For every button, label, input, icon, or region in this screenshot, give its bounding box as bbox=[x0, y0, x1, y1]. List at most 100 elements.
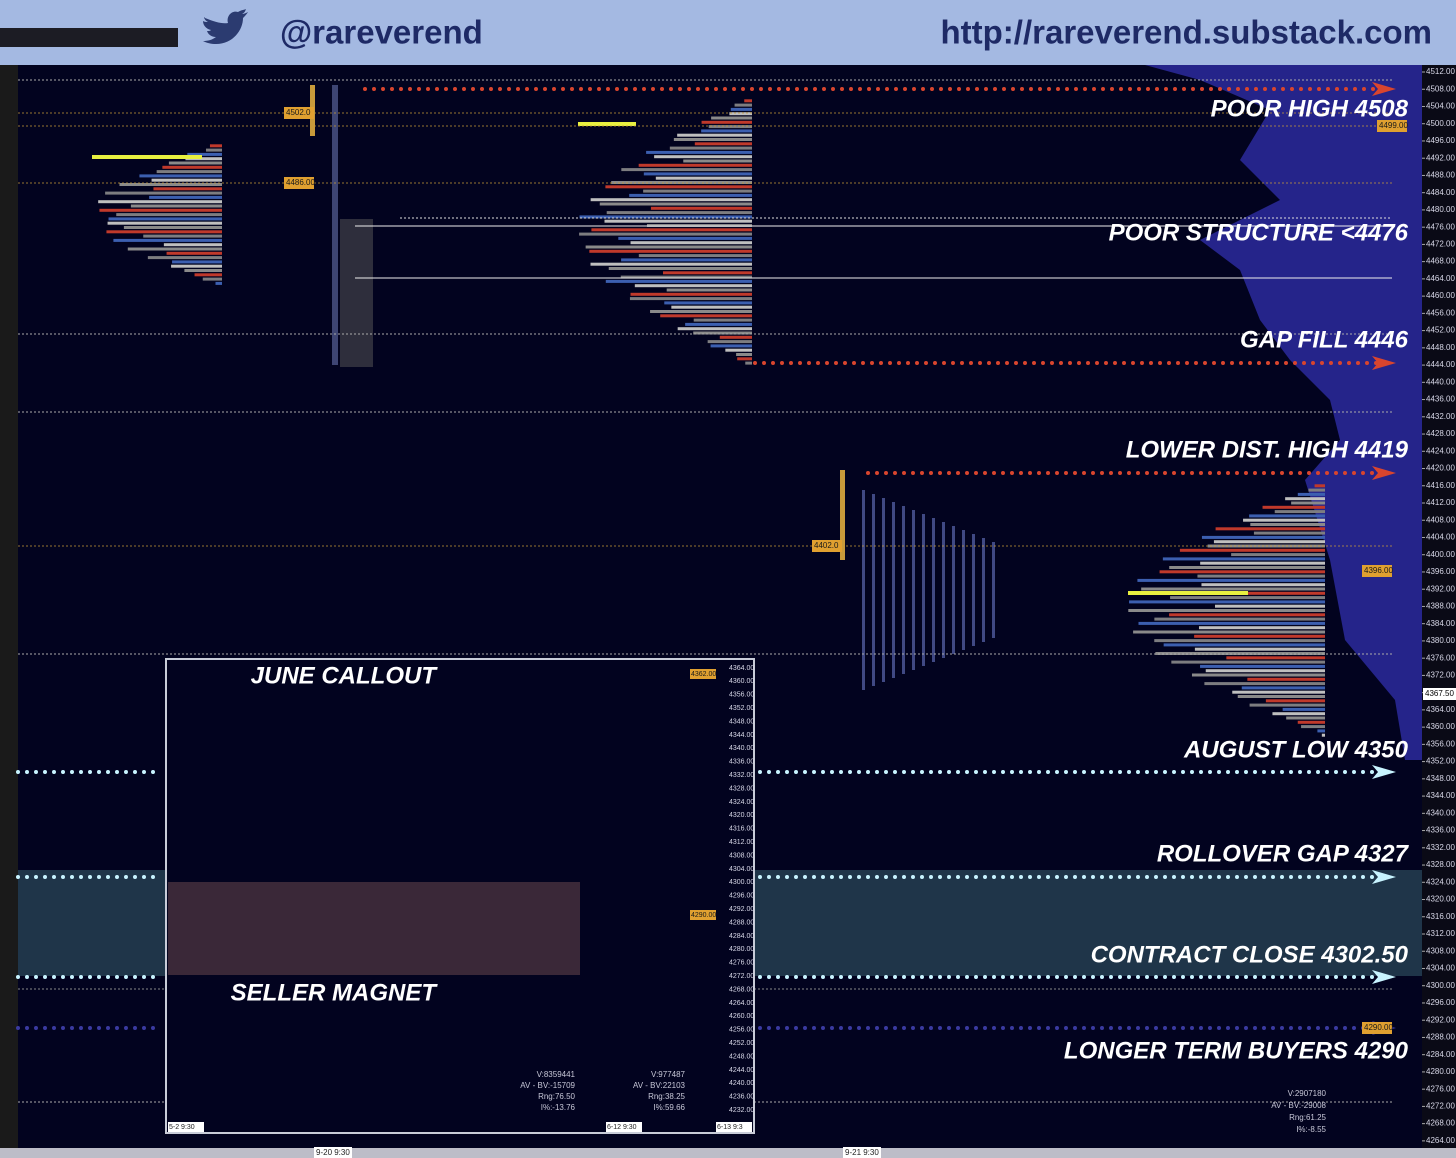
profile-bar bbox=[1215, 527, 1325, 531]
axis-label: 4400.00 bbox=[1426, 550, 1455, 559]
annotation: LOWER DIST. HIGH 4419 bbox=[1126, 436, 1409, 463]
time-axis bbox=[0, 1148, 1456, 1158]
profile-bar bbox=[99, 208, 222, 212]
date-box bbox=[843, 1147, 881, 1158]
stat: Rng:38.25 bbox=[648, 1092, 685, 1101]
axis-label: 4404.00 bbox=[1426, 533, 1455, 542]
profile-bar bbox=[1232, 690, 1325, 694]
profile-bar bbox=[621, 258, 752, 262]
profile-bar bbox=[591, 228, 752, 232]
arrow-head bbox=[1372, 765, 1396, 779]
profile-bar bbox=[105, 191, 222, 195]
profile-bar bbox=[737, 357, 752, 361]
profile-bar bbox=[664, 301, 752, 305]
price-tag-label: 4486.00 bbox=[286, 178, 315, 187]
profile-bar bbox=[166, 251, 222, 255]
profile-bar bbox=[1197, 574, 1325, 578]
profile-bar bbox=[156, 170, 222, 174]
last-price-box bbox=[1423, 688, 1456, 700]
callout-axis-label: 4264.00 bbox=[729, 1000, 754, 1007]
price-tag-label: 4396.00 bbox=[1364, 566, 1393, 575]
stat: Rng:61.25 bbox=[1289, 1113, 1326, 1122]
annotation: AUGUST LOW 4350 bbox=[1183, 736, 1409, 763]
profile-bar bbox=[1297, 492, 1325, 496]
axis-label: 4376.00 bbox=[1426, 653, 1455, 662]
axis-label: 4356.00 bbox=[1426, 739, 1455, 748]
profile-bar bbox=[130, 204, 222, 208]
arrow-head bbox=[1372, 356, 1396, 370]
stat: I%:59.66 bbox=[653, 1103, 685, 1112]
date: 6-12 9:30 bbox=[607, 1124, 637, 1131]
callout-axis-label: 4320.00 bbox=[729, 812, 754, 819]
callout-axis-label: 4324.00 bbox=[729, 799, 754, 806]
profile-bar bbox=[611, 181, 752, 184]
tpo-column bbox=[972, 534, 975, 646]
stat: AV - BV:-29008 bbox=[1271, 1101, 1326, 1110]
axis-label: 4288.00 bbox=[1426, 1033, 1455, 1042]
profile-bar bbox=[187, 152, 222, 156]
profile-bar bbox=[693, 318, 752, 322]
profile-bar bbox=[153, 187, 222, 191]
profile-bar bbox=[1265, 699, 1325, 703]
profile-bar bbox=[663, 271, 752, 275]
callout-axis-label: 4340.00 bbox=[729, 745, 754, 752]
annotation: POOR HIGH 4508 bbox=[1211, 95, 1409, 122]
profile-bar bbox=[655, 176, 752, 180]
profile-bar bbox=[1243, 518, 1325, 522]
profile-bar bbox=[744, 99, 752, 103]
date-box bbox=[606, 1122, 642, 1132]
profile-bar bbox=[139, 174, 222, 178]
price-tag-label: 4499.00 bbox=[1379, 121, 1408, 130]
profile-bar bbox=[643, 189, 752, 193]
profile-bar bbox=[650, 206, 752, 210]
handle: @rareverend bbox=[280, 14, 483, 51]
profile-bar bbox=[1169, 613, 1325, 617]
date: 5-2 9:30 bbox=[169, 1124, 195, 1131]
price-tag bbox=[284, 177, 314, 189]
profile-bar bbox=[708, 125, 752, 129]
axis-label: 4512.00 bbox=[1426, 67, 1455, 76]
poc-bar bbox=[1128, 591, 1248, 595]
axis-label: 4304.00 bbox=[1426, 964, 1455, 973]
stat: I%:-8.55 bbox=[1296, 1125, 1326, 1134]
axis-label: 4360.00 bbox=[1426, 722, 1455, 731]
stat: Rng:76.50 bbox=[538, 1092, 575, 1101]
profile-bar bbox=[1141, 587, 1325, 591]
profile-bar bbox=[579, 215, 752, 219]
callout-axis-label: 4244.00 bbox=[729, 1067, 754, 1074]
axis-label: 4352.00 bbox=[1426, 757, 1455, 766]
date: 6-13 9:3 bbox=[717, 1124, 743, 1131]
price-tag bbox=[284, 107, 314, 119]
profile-bar bbox=[1253, 531, 1325, 535]
profile-bar bbox=[711, 116, 752, 120]
stat: AV - BV:22103 bbox=[633, 1081, 686, 1090]
profile-bar bbox=[1262, 505, 1325, 509]
profile-bar bbox=[1201, 583, 1325, 587]
profile-bar bbox=[590, 262, 752, 266]
callout-axis-label: 4240.00 bbox=[729, 1080, 754, 1087]
profile-bar bbox=[1133, 630, 1325, 634]
profile-bar bbox=[730, 107, 752, 111]
profile-bar bbox=[162, 165, 222, 169]
tpo-column bbox=[942, 522, 945, 658]
axis-label: 4324.00 bbox=[1426, 877, 1455, 886]
callout-axis-label: 4280.00 bbox=[729, 946, 754, 953]
profile-bar bbox=[1169, 566, 1325, 569]
profile-bar bbox=[1170, 596, 1325, 600]
axis-label: 4328.00 bbox=[1426, 860, 1455, 869]
profile-bar bbox=[638, 163, 752, 167]
arrow-head bbox=[1372, 970, 1396, 984]
profile-bar bbox=[209, 144, 222, 148]
callout-axis-label: 4260.00 bbox=[729, 1013, 754, 1020]
axis-label: 4372.00 bbox=[1426, 671, 1455, 680]
profile-bar bbox=[172, 260, 222, 264]
callout-axis-label: 4248.00 bbox=[729, 1053, 754, 1060]
axis-label: 4412.00 bbox=[1426, 498, 1455, 507]
profile-bar bbox=[618, 236, 752, 240]
profile-bar bbox=[1241, 686, 1325, 690]
callout-axis-label: 4268.00 bbox=[729, 986, 754, 993]
profile-bar bbox=[608, 267, 752, 270]
price-tag bbox=[690, 669, 716, 679]
callout-subtitle: SELLER MAGNET bbox=[231, 979, 439, 1006]
axis-label: 4468.00 bbox=[1426, 257, 1455, 266]
